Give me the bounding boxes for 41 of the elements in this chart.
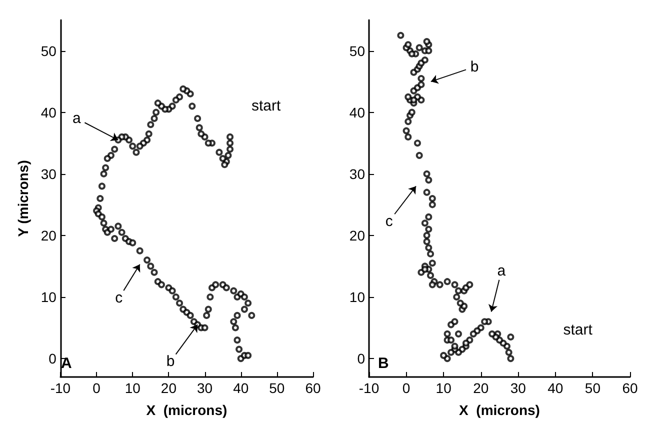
text: A: [61, 355, 72, 372]
annotation: b: [166, 353, 175, 370]
y-tick-label: 20: [40, 227, 57, 244]
x-tick-label: 40: [233, 380, 249, 396]
x-tick-label: 20: [473, 380, 489, 396]
x-tick-label: -10: [358, 380, 380, 396]
y-tick-label: 50: [349, 42, 366, 59]
x-tick-label: 0: [402, 380, 410, 396]
y-tick-label: 40: [349, 104, 366, 120]
annotation: c: [385, 212, 394, 230]
x-tick-label: 10: [436, 380, 452, 396]
x-tick-label: 30: [196, 380, 213, 396]
annotation: c: [115, 290, 124, 307]
annotation: b: [470, 58, 479, 76]
annotation: a: [72, 110, 82, 127]
annotation: a: [497, 262, 506, 280]
y-tick-label: 30: [349, 166, 366, 182]
y-tick-label: 40: [40, 104, 57, 120]
x-tick-label: 50: [269, 380, 285, 396]
y-tick-label: 10: [40, 288, 57, 305]
x-axis-title: X (microns): [459, 402, 540, 418]
x-tick-label: 30: [510, 380, 526, 396]
y-tick-label: 30: [40, 166, 57, 182]
annotation: start: [563, 322, 594, 339]
annotation: start: [252, 98, 282, 115]
x-tick-label: 0: [92, 380, 101, 396]
y-tick-label: 20: [349, 227, 366, 244]
x-axis-title: X (microns): [146, 402, 228, 418]
text: B: [378, 355, 389, 372]
y-tick-label: 0: [48, 350, 57, 367]
x-tick-label: 50: [584, 380, 601, 396]
y-tick-label: 10: [349, 288, 366, 305]
x-tick-label: 20: [160, 380, 177, 396]
y-axis-title: Y (microns): [15, 160, 31, 237]
x-tick-label: 60: [622, 380, 638, 396]
x-tick-label: 10: [124, 380, 141, 396]
y-tick-label: 0: [357, 350, 366, 367]
x-tick-label: 60: [305, 380, 321, 396]
x-tick-label: 40: [548, 380, 564, 396]
y-tick-label: 50: [40, 42, 57, 59]
x-tick-label: -10: [50, 380, 71, 396]
